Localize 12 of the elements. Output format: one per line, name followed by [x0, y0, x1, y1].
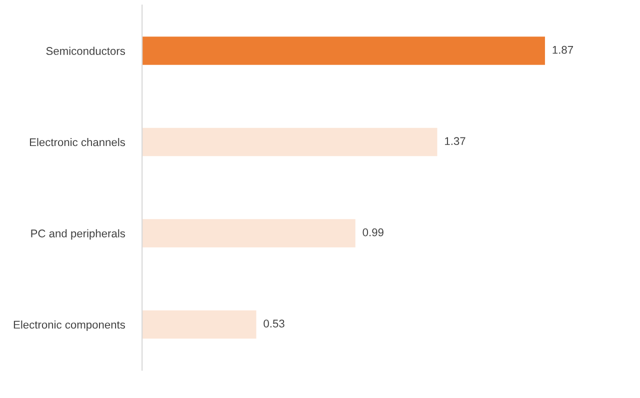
data-label: 1.87 — [552, 46, 573, 54]
y-tick-label: Semiconductors — [46, 46, 126, 55]
bar — [142, 36, 545, 65]
data-label: 0.53 — [264, 320, 284, 328]
bar — [142, 310, 256, 339]
data-label: 0.99 — [362, 228, 384, 236]
y-tick-label: Electronic channels — [30, 138, 126, 146]
y-tick-label: Electronic components — [14, 320, 126, 331]
bar — [142, 219, 356, 248]
bar — [142, 128, 438, 156]
data-label: 1.37 — [445, 137, 466, 146]
y-tick-label: PC and peripherals — [31, 229, 126, 240]
